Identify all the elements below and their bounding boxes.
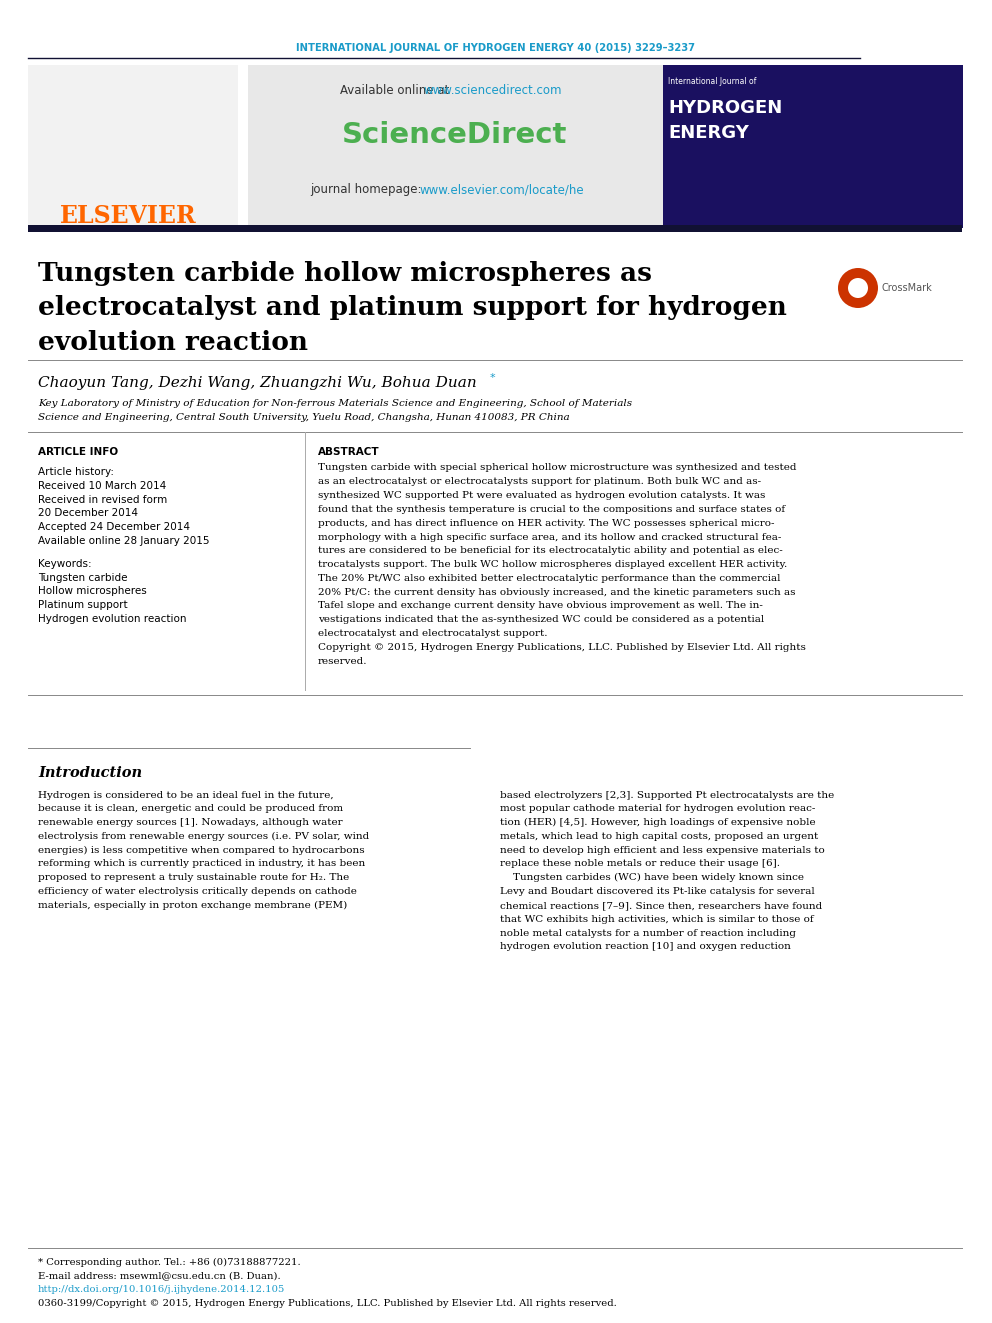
Text: reforming which is currently practiced in industry, it has been: reforming which is currently practiced i… [38,860,365,868]
Text: Accepted 24 December 2014: Accepted 24 December 2014 [38,523,190,532]
Text: vestigations indicated that the as-synthesized WC could be considered as a poten: vestigations indicated that the as-synth… [318,615,764,624]
Text: hydrogen evolution reaction [10] and oxygen reduction: hydrogen evolution reaction [10] and oxy… [500,942,791,951]
Text: replace these noble metals or reduce their usage [6].: replace these noble metals or reduce the… [500,860,780,868]
Text: Key Laboratory of Ministry of Education for Non-ferrous Materials Science and En: Key Laboratory of Ministry of Education … [38,400,632,409]
Text: electrocatalyst and electrocatalyst support.: electrocatalyst and electrocatalyst supp… [318,630,548,638]
Text: metals, which lead to high capital costs, proposed an urgent: metals, which lead to high capital costs… [500,832,818,841]
Text: www.elsevier.com/locate/he: www.elsevier.com/locate/he [420,184,584,197]
Text: Levy and Boudart discovered its Pt-like catalysis for several: Levy and Boudart discovered its Pt-like … [500,888,814,896]
Text: http://dx.doi.org/10.1016/j.ijhydene.2014.12.105: http://dx.doi.org/10.1016/j.ijhydene.201… [38,1286,286,1294]
Text: INTERNATIONAL JOURNAL OF HYDROGEN ENERGY 40 (2015) 3229–3237: INTERNATIONAL JOURNAL OF HYDROGEN ENERGY… [297,44,695,53]
Text: ABSTRACT: ABSTRACT [318,447,380,456]
Text: noble metal catalysts for a number of reaction including: noble metal catalysts for a number of re… [500,929,796,938]
Text: chemical reactions [7–9]. Since then, researchers have found: chemical reactions [7–9]. Since then, re… [500,901,822,910]
Text: ARTICLE INFO: ARTICLE INFO [38,447,118,456]
Text: trocatalysts support. The bulk WC hollow microspheres displayed excellent HER ac: trocatalysts support. The bulk WC hollow… [318,560,788,569]
Text: Science and Engineering, Central South University, Yuelu Road, Changsha, Hunan 4: Science and Engineering, Central South U… [38,414,569,422]
Text: Received 10 March 2014: Received 10 March 2014 [38,482,167,491]
Text: because it is clean, energetic and could be produced from: because it is clean, energetic and could… [38,804,343,814]
Text: Article history:: Article history: [38,467,114,478]
Text: need to develop high efficient and less expensive materials to: need to develop high efficient and less … [500,845,824,855]
Text: Tafel slope and exchange current density have obvious improvement as well. The i: Tafel slope and exchange current density… [318,602,763,610]
Text: tures are considered to be beneficial for its electrocatalytic ability and poten: tures are considered to be beneficial fo… [318,546,783,556]
Text: Received in revised form: Received in revised form [38,495,168,505]
Bar [248,65,663,228]
Text: Hydrogen evolution reaction: Hydrogen evolution reaction [38,614,186,623]
Text: Hollow microspheres: Hollow microspheres [38,586,147,597]
Text: 0360-3199/Copyright © 2015, Hydrogen Energy Publications, LLC. Published by Else: 0360-3199/Copyright © 2015, Hydrogen Ene… [38,1299,617,1308]
Text: ENERGY: ENERGY [668,124,749,142]
Text: 20 December 2014: 20 December 2014 [38,508,138,519]
Text: International Journal of: International Journal of [668,78,756,86]
Text: Platinum support: Platinum support [38,601,128,610]
Bar [28,65,238,225]
Text: The 20% Pt/WC also exhibited better electrocatalytic performance than the commer: The 20% Pt/WC also exhibited better elec… [318,574,781,583]
Text: reserved.: reserved. [318,656,367,665]
Text: ELSEVIER: ELSEVIER [60,204,196,228]
Text: *: * [490,373,496,382]
Text: E-mail address: msewml@csu.edu.cn (B. Duan).: E-mail address: msewml@csu.edu.cn (B. Du… [38,1271,281,1281]
Text: found that the synthesis temperature is crucial to the compositions and surface : found that the synthesis temperature is … [318,505,785,513]
Text: morphology with a high specific surface area, and its hollow and cracked structu: morphology with a high specific surface … [318,532,782,541]
Text: 20% Pt/C: the current density has obviously increased, and the kinetic parameter: 20% Pt/C: the current density has obviou… [318,587,796,597]
Text: ScienceDirect: ScienceDirect [342,120,567,149]
Text: electrocatalyst and platinum support for hydrogen: electrocatalyst and platinum support for… [38,295,787,320]
Text: efficiency of water electrolysis critically depends on cathode: efficiency of water electrolysis critica… [38,888,357,896]
Circle shape [848,278,868,298]
Text: energies) is less competitive when compared to hydrocarbons: energies) is less competitive when compa… [38,845,365,855]
Text: renewable energy sources [1]. Nowadays, although water: renewable energy sources [1]. Nowadays, … [38,818,342,827]
Bar [28,225,962,232]
Text: HYDROGEN: HYDROGEN [668,99,783,116]
Text: www.sciencedirect.com: www.sciencedirect.com [423,83,561,97]
Text: Chaoyun Tang, Dezhi Wang, Zhuangzhi Wu, Bohua Duan: Chaoyun Tang, Dezhi Wang, Zhuangzhi Wu, … [38,376,477,390]
Bar [663,65,963,228]
Text: Tungsten carbides (WC) have been widely known since: Tungsten carbides (WC) have been widely … [500,873,804,882]
Text: products, and has direct influence on HER activity. The WC possesses spherical m: products, and has direct influence on HE… [318,519,775,528]
Text: Copyright © 2015, Hydrogen Energy Publications, LLC. Published by Elsevier Ltd. : Copyright © 2015, Hydrogen Energy Public… [318,643,806,652]
Text: synthesized WC supported Pt were evaluated as hydrogen evolution catalysts. It w: synthesized WC supported Pt were evaluat… [318,491,766,500]
Text: as an electrocatalyst or electrocatalysts support for platinum. Both bulk WC and: as an electrocatalyst or electrocatalyst… [318,478,761,487]
Text: that WC exhibits high activities, which is similar to those of: that WC exhibits high activities, which … [500,914,813,923]
Text: Hydrogen is considered to be an ideal fuel in the future,: Hydrogen is considered to be an ideal fu… [38,791,333,799]
Text: journal homepage:: journal homepage: [310,184,426,197]
Text: based electrolyzers [2,3]. Supported Pt electrocatalysts are the: based electrolyzers [2,3]. Supported Pt … [500,791,834,799]
Text: evolution reaction: evolution reaction [38,331,308,356]
Text: proposed to represent a truly sustainable route for H₂. The: proposed to represent a truly sustainabl… [38,873,349,882]
Text: Available online at: Available online at [340,83,453,97]
Text: Available online 28 January 2015: Available online 28 January 2015 [38,536,209,546]
Text: Tungsten carbide: Tungsten carbide [38,573,128,583]
Text: most popular cathode material for hydrogen evolution reac-: most popular cathode material for hydrog… [500,804,815,814]
Text: Introduction: Introduction [38,766,142,781]
Circle shape [838,269,878,308]
Text: Tungsten carbide with special spherical hollow microstructure was synthesized an: Tungsten carbide with special spherical … [318,463,797,472]
Text: electrolysis from renewable energy sources (i.e. PV solar, wind: electrolysis from renewable energy sourc… [38,832,369,841]
Text: materials, especially in proton exchange membrane (PEM): materials, especially in proton exchange… [38,901,347,910]
Text: CrossMark: CrossMark [882,283,932,292]
Text: tion (HER) [4,5]. However, high loadings of expensive noble: tion (HER) [4,5]. However, high loadings… [500,818,815,827]
Text: Keywords:: Keywords: [38,560,91,569]
Text: Tungsten carbide hollow microspheres as: Tungsten carbide hollow microspheres as [38,261,652,286]
Text: * Corresponding author. Tel.: +86 (0)73188877221.: * Corresponding author. Tel.: +86 (0)731… [38,1257,301,1266]
